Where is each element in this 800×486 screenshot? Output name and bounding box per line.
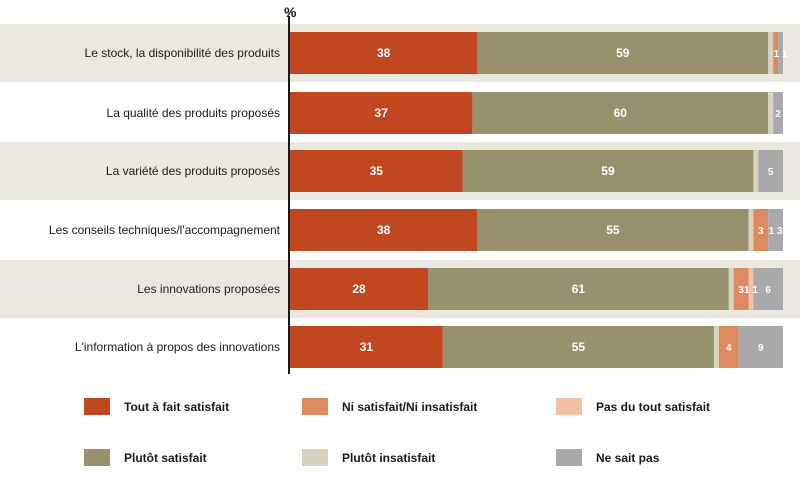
- bar-segment: [713, 326, 719, 368]
- bar-segment: [472, 92, 769, 134]
- bar-segment: [768, 209, 783, 251]
- bar-segment: [753, 150, 759, 192]
- data-label: 28: [352, 282, 366, 296]
- bar-segment: [773, 32, 779, 74]
- bar-segment: [428, 268, 729, 310]
- data-label: 4: [726, 343, 732, 354]
- data-labels: 38 59 1 137 60 235 59 538 55 3 1 328 61 3 1 1 631 55 4 9: [352, 46, 788, 354]
- bar-segment: [753, 268, 783, 310]
- data-label: 9: [758, 343, 764, 354]
- unit-label: %: [284, 4, 297, 20]
- bar-segment: [290, 92, 473, 134]
- data-label: 55: [606, 223, 620, 237]
- bar-segment: [748, 268, 754, 310]
- bar-segment: [728, 268, 734, 310]
- bar-segment: [290, 326, 443, 368]
- category-label: La qualité des produits proposés: [107, 106, 280, 120]
- bar-segment: [718, 326, 739, 368]
- category-label: La variété des produits proposés: [106, 164, 280, 178]
- category-label: Les conseils techniques/l'accompagnement: [49, 223, 281, 237]
- data-label: 61: [572, 282, 586, 296]
- data-label: 1 3: [769, 226, 783, 237]
- data-label: 3: [738, 285, 744, 296]
- bar-segment: [753, 209, 769, 251]
- bar-segment: [738, 326, 783, 368]
- data-label: 60: [614, 106, 628, 120]
- data-label: 38: [377, 223, 391, 237]
- bar-segment: [290, 32, 478, 74]
- data-label: 55: [572, 340, 586, 354]
- data-label: 35: [370, 164, 384, 178]
- bar-segment: [778, 32, 783, 74]
- data-label: 59: [616, 46, 630, 60]
- category-label: Les innovations proposées: [137, 282, 280, 296]
- bar-segment: [442, 326, 714, 368]
- data-label: 5: [768, 167, 774, 178]
- bar-segment: [290, 268, 429, 310]
- bar-segment: [477, 32, 769, 74]
- data-label: 3: [758, 226, 764, 237]
- bar-segment: [733, 268, 749, 310]
- bar-segments: [290, 32, 783, 368]
- category-labels: Le stock, la disponibilité des produits L…: [49, 46, 281, 354]
- data-label: 31: [360, 340, 374, 354]
- data-label: 37: [375, 106, 389, 120]
- bar-segment: [290, 150, 463, 192]
- data-label: 6: [765, 285, 771, 296]
- data-label: 38: [377, 46, 391, 60]
- bar-segment: [477, 209, 749, 251]
- data-label: 59: [601, 164, 615, 178]
- bar-segment: [773, 92, 783, 134]
- bar-segment: [290, 209, 478, 251]
- data-label: 1 1: [744, 285, 758, 296]
- data-label: 2: [775, 109, 781, 120]
- bar-segment: [748, 209, 754, 251]
- bar-segment: [462, 150, 754, 192]
- bar-segment: [758, 150, 783, 192]
- bar-segment: [768, 32, 774, 74]
- category-label: Le stock, la disponibilité des produits: [85, 46, 280, 60]
- category-label: L'information à propos des innovations: [75, 340, 280, 354]
- bar-segment: [768, 92, 774, 134]
- data-label: 1 1: [774, 49, 788, 60]
